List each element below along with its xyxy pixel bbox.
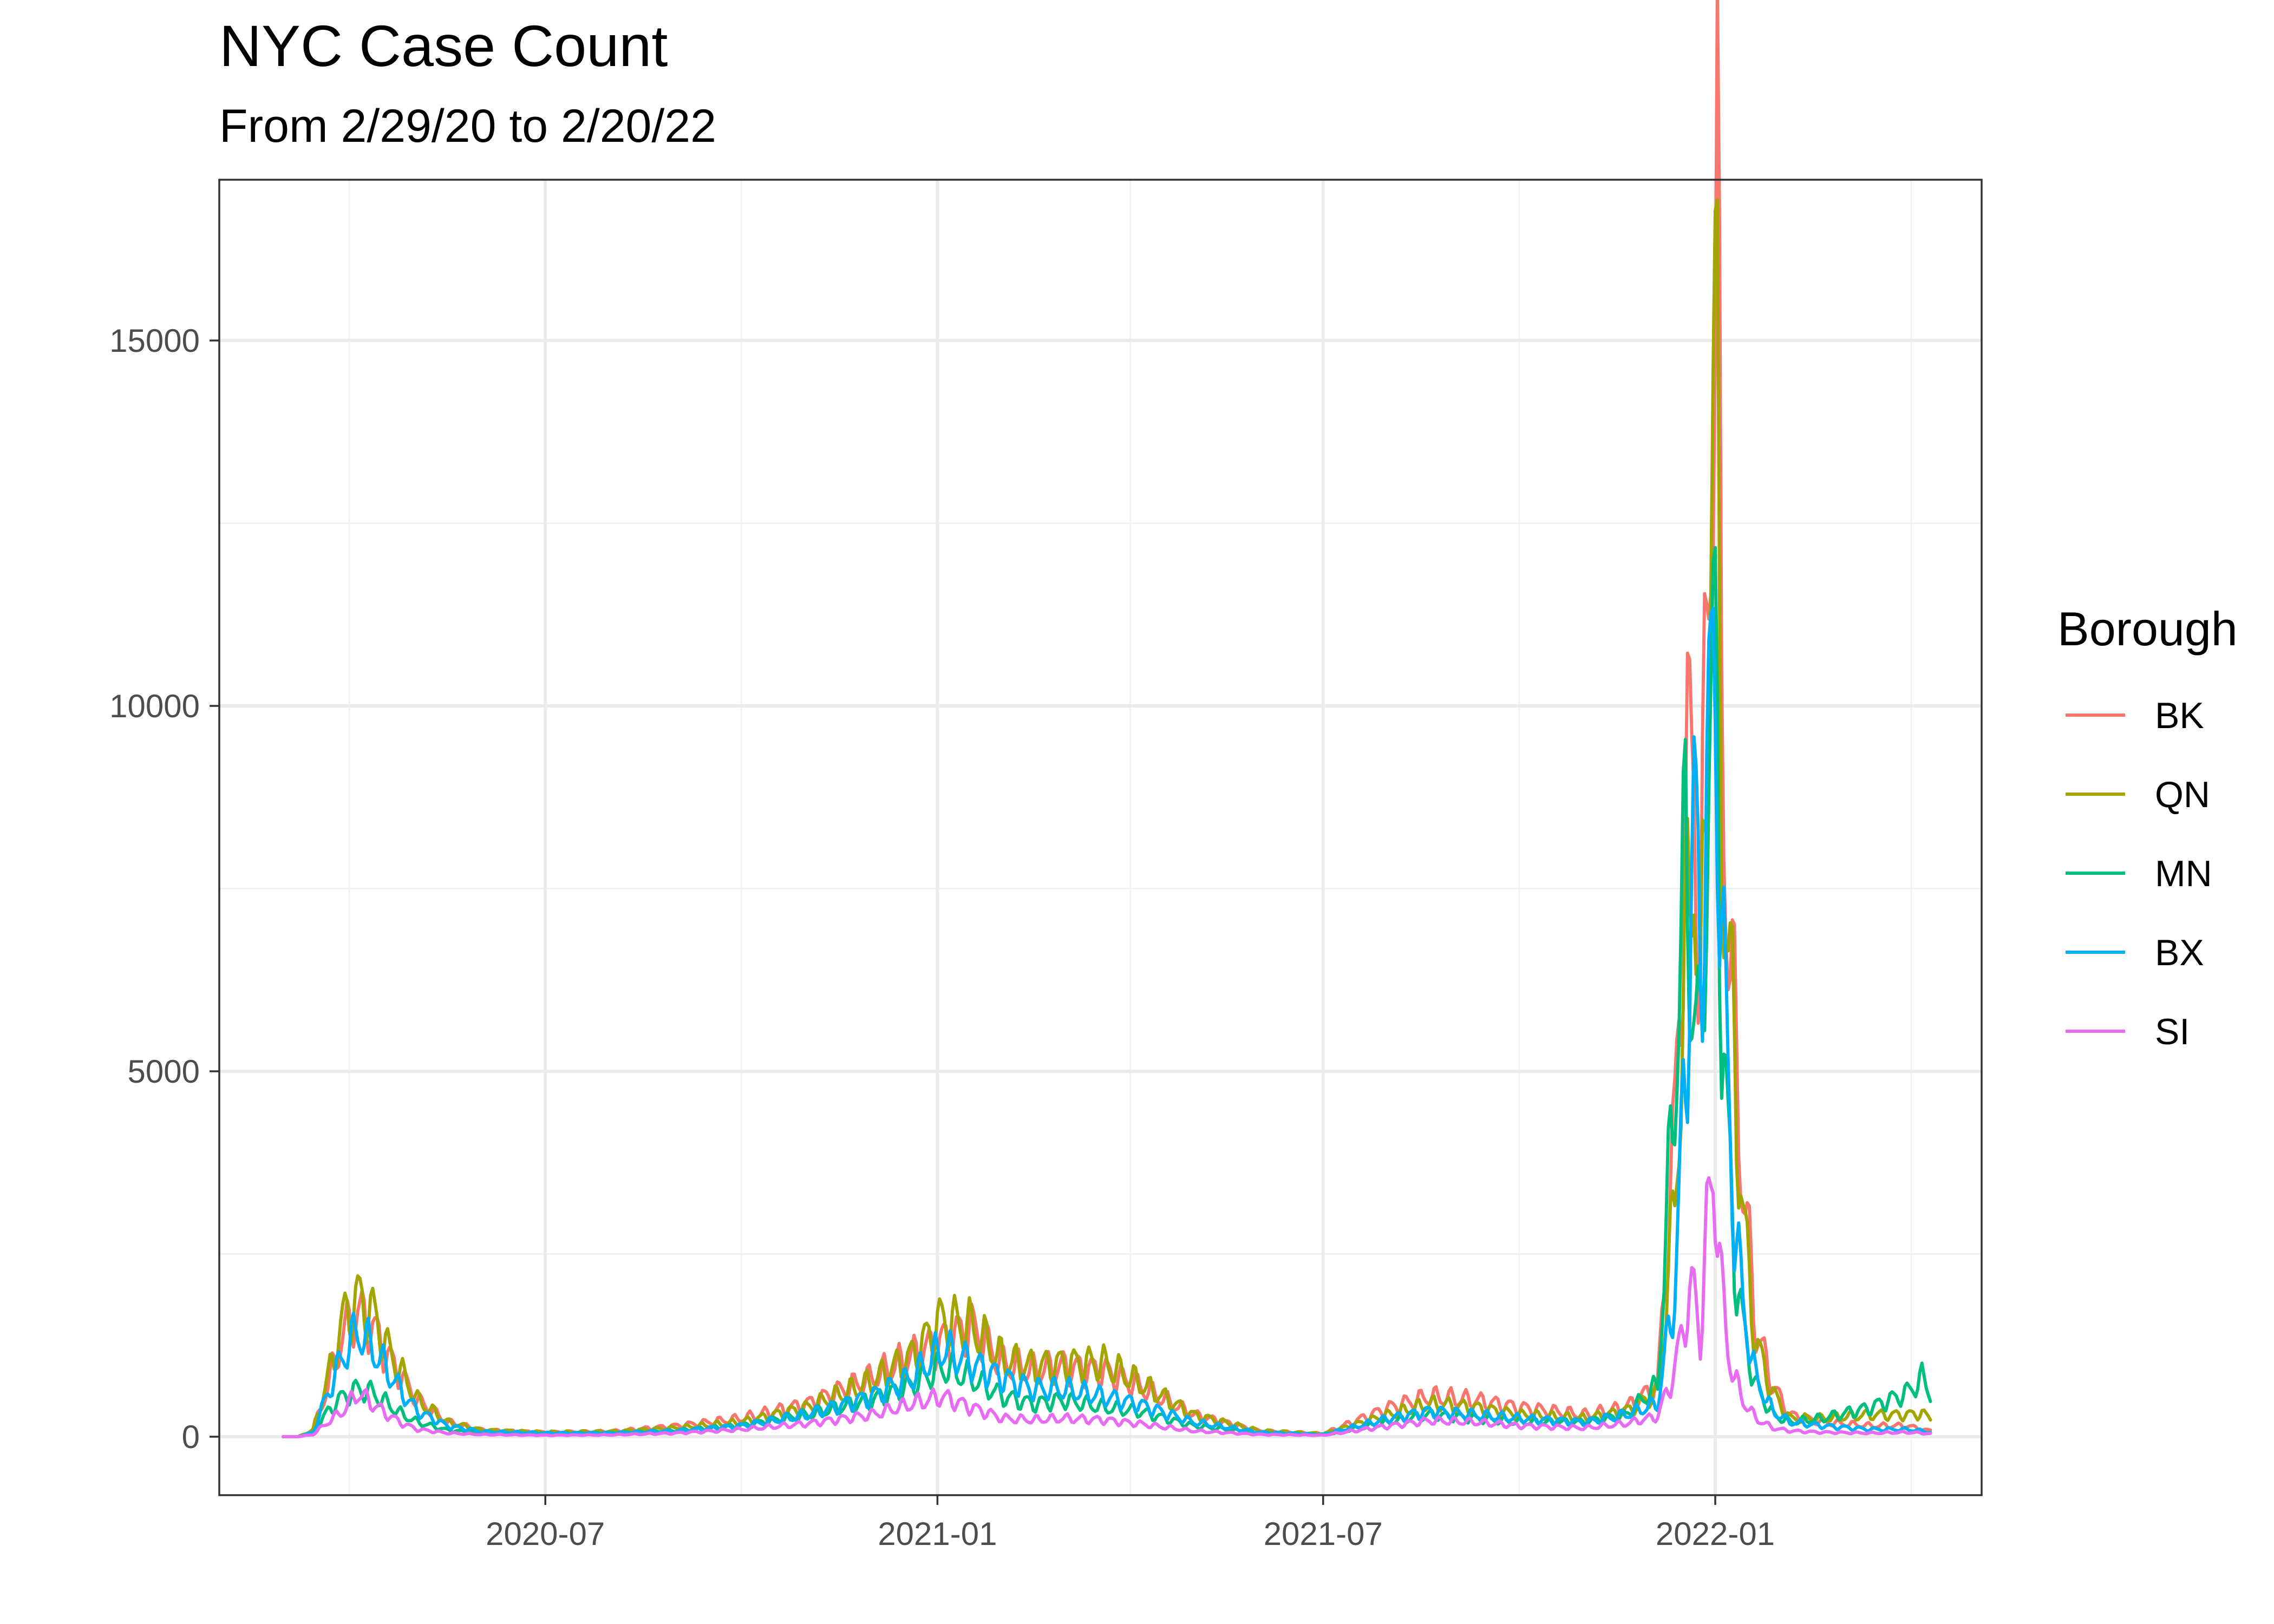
legend-label: MN <box>2155 853 2212 894</box>
legend-label: SI <box>2155 1011 2190 1052</box>
x-tick-label: 2021-07 <box>1264 1516 1383 1552</box>
legend-label: QN <box>2155 774 2210 815</box>
plot-panel <box>218 0 1983 1496</box>
x-axis: 2020-07 2021-01 2021-07 2022-01 <box>486 1495 1775 1552</box>
grid-minor-lines <box>219 180 1982 1495</box>
legend-item-qn: QN <box>2066 774 2210 815</box>
series-lines <box>282 0 1932 1438</box>
legend-item-si: SI <box>2066 1011 2190 1052</box>
legend-label: BX <box>2155 932 2204 973</box>
legend-item-bk: BK <box>2066 695 2204 736</box>
legend-item-bx: BX <box>2066 932 2204 973</box>
chart-title: NYC Case Count <box>219 13 668 78</box>
panel-border <box>218 179 1983 1496</box>
chart-subtitle: From 2/29/20 to 2/20/22 <box>219 100 716 152</box>
y-tick-label: 10000 <box>109 688 200 724</box>
series-line-si <box>282 1176 1932 1438</box>
x-tick-label: 2022-01 <box>1656 1516 1775 1552</box>
legend: Borough BK QN MN BX SI <box>2057 602 2238 1052</box>
y-axis: 0 5000 10000 15000 <box>109 323 219 1455</box>
legend-items: BK QN MN BX SI <box>2066 695 2212 1052</box>
series-line-bx <box>282 606 1932 1438</box>
y-tick-label: 0 <box>182 1419 200 1455</box>
y-tick-label: 15000 <box>109 323 200 359</box>
legend-title: Borough <box>2057 602 2238 656</box>
legend-item-mn: MN <box>2066 853 2212 894</box>
y-tick-label: 5000 <box>128 1053 200 1090</box>
x-tick-label: 2020-07 <box>486 1516 605 1552</box>
legend-label: BK <box>2155 695 2204 736</box>
x-tick-label: 2021-01 <box>878 1516 997 1552</box>
